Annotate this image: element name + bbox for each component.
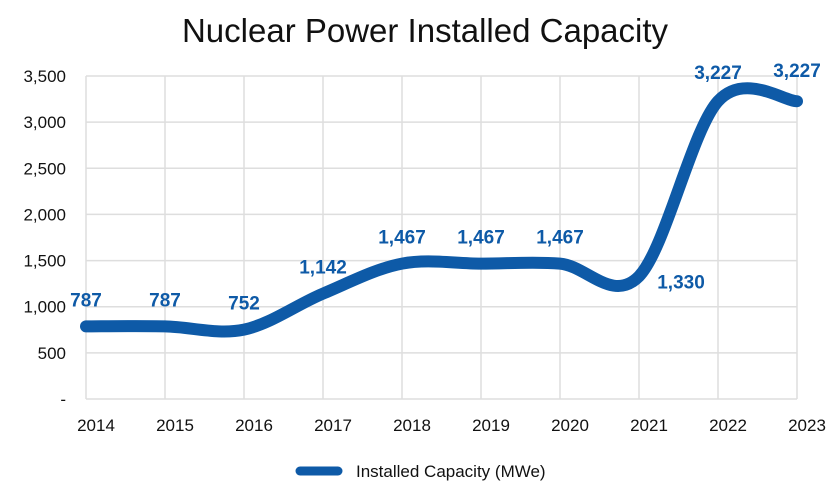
- y-tick-label: 3,000: [23, 113, 66, 132]
- y-tick-label: 1,500: [23, 252, 66, 271]
- y-tick-label: 2,000: [23, 205, 66, 224]
- data-label: 1,467: [457, 228, 505, 249]
- x-tick-label: 2023: [788, 416, 826, 435]
- data-label: 3,227: [773, 61, 821, 82]
- y-tick-label: 3,500: [23, 67, 66, 86]
- data-label: 3,227: [694, 63, 742, 84]
- data-label: 787: [70, 290, 102, 311]
- x-tick-label: 2020: [551, 416, 589, 435]
- x-tick-label: 2017: [314, 416, 352, 435]
- y-axis-ticks: - 500 1,000 1,500 2,000 2,500 3,000 3,500: [23, 67, 66, 409]
- series-line: [80, 82, 803, 338]
- data-label: 1,467: [378, 228, 426, 249]
- data-label: 1,142: [299, 258, 347, 279]
- y-tick-label: -: [60, 390, 66, 409]
- legend: Installed Capacity (MWe): [295, 462, 546, 481]
- y-tick-label: 2,500: [23, 159, 66, 178]
- data-labels: 787 787 752 1,142 1,467 1,467 1,467 1,330 3,227 3…: [70, 61, 821, 314]
- y-tick-label: 1,000: [23, 298, 66, 317]
- x-tick-label: 2016: [235, 416, 273, 435]
- y-tick-label: 500: [38, 344, 66, 363]
- x-tick-label: 2021: [630, 416, 668, 435]
- gridlines: [85, 75, 798, 400]
- x-axis-ticks: 2014 2015 2016 2017 2018 2019 2020 2021 2022 2023: [77, 416, 826, 435]
- legend-label: Installed Capacity (MWe): [356, 462, 546, 481]
- data-label: 752: [228, 294, 260, 315]
- x-tick-label: 2018: [393, 416, 431, 435]
- x-tick-label: 2019: [472, 416, 510, 435]
- x-tick-label: 2014: [77, 416, 115, 435]
- x-tick-label: 2022: [709, 416, 747, 435]
- data-label: 1,467: [536, 228, 584, 249]
- chart-title: Nuclear Power Installed Capacity: [182, 12, 669, 49]
- series-layer: [80, 82, 803, 338]
- data-label: 787: [149, 290, 181, 311]
- data-label: 1,330: [657, 272, 705, 293]
- x-tick-label: 2015: [156, 416, 194, 435]
